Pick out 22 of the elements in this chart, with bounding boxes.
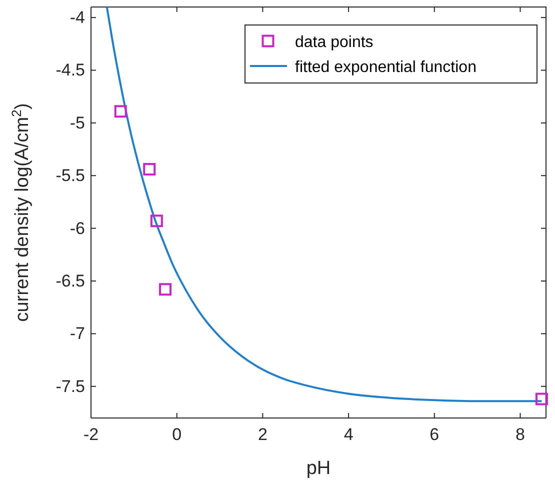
x-tick-label: 6 [430, 425, 440, 444]
x-tick-label: 0 [172, 425, 182, 444]
x-tick-label: 8 [516, 425, 525, 444]
y-tick-label: -6.5 [56, 271, 85, 290]
point [114, 105, 127, 118]
y-tick-label: -5.5 [56, 166, 85, 186]
x-tick-label: -2 [83, 425, 99, 444]
legend-label: data points [295, 34, 374, 51]
point [535, 392, 548, 406]
x-tick-label: 2 [258, 425, 268, 444]
point [143, 163, 156, 176]
y-tick-label: -7 [70, 324, 85, 344]
y-tick-label: -5 [70, 113, 85, 132]
y-tick-label: -6 [70, 218, 85, 238]
point [150, 214, 163, 228]
y-tick-label: -7.5 [56, 376, 85, 396]
x-tick-label: 4 [344, 425, 354, 444]
point [159, 283, 172, 296]
legend-label: fitted exponential function [295, 59, 476, 76]
x-axis-title: pH [306, 458, 331, 479]
y-tick-label: -4.5 [56, 60, 85, 80]
y-tick-label: -4 [70, 8, 85, 27]
